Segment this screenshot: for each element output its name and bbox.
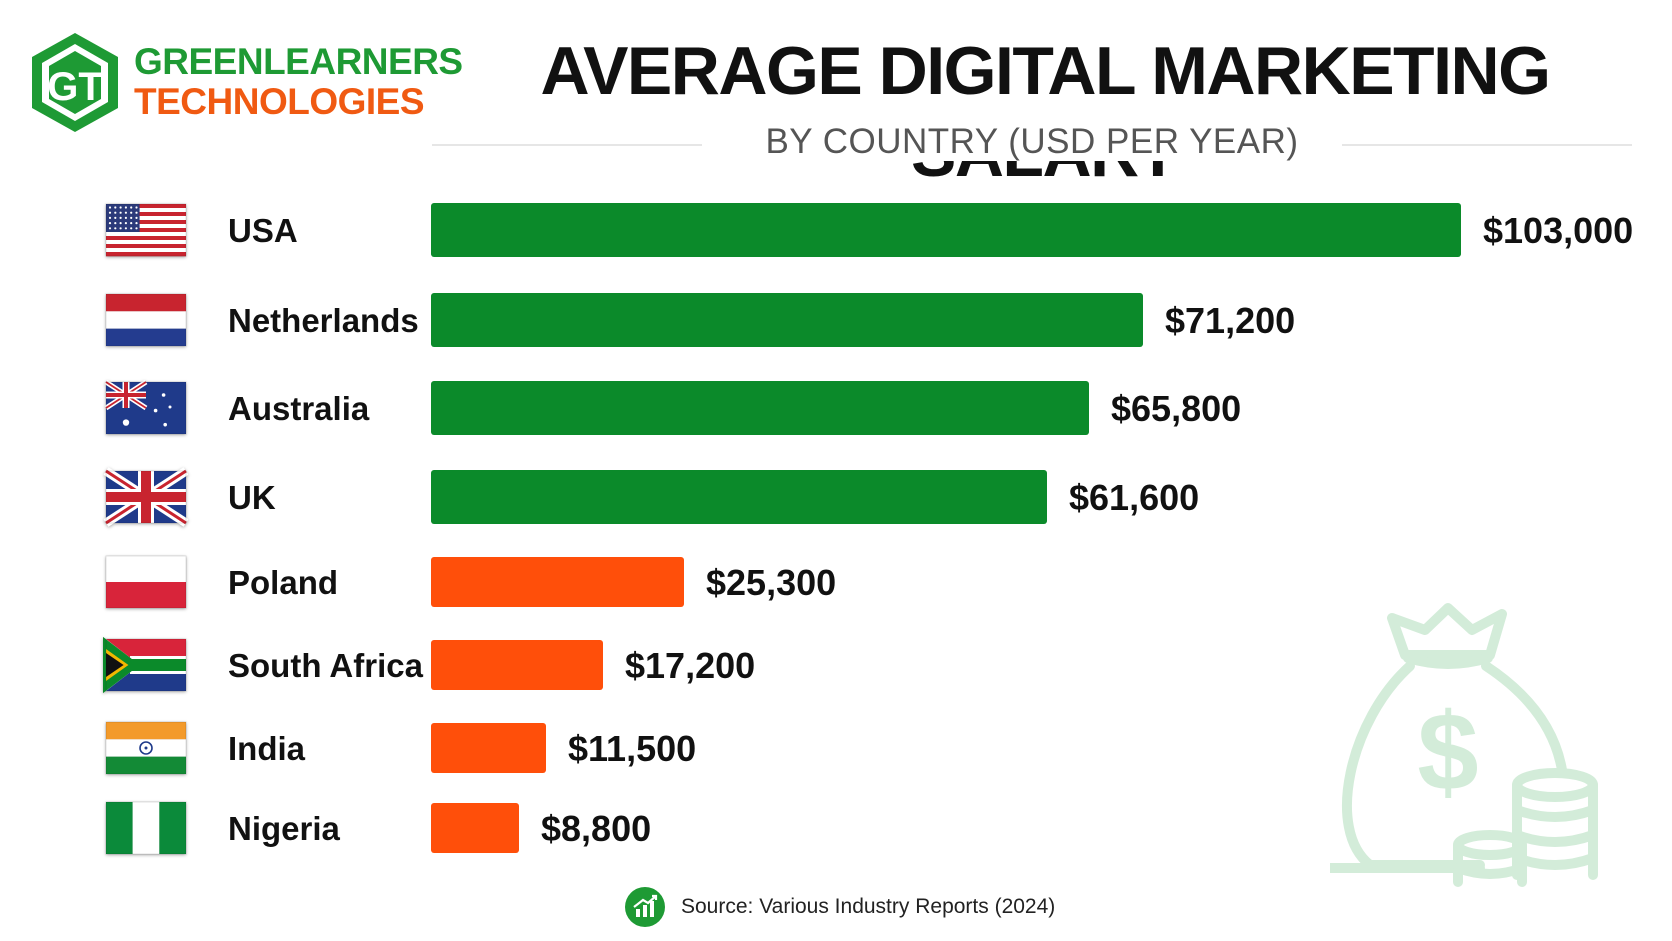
subtitle-row: BY COUNTRY (USD PER YEAR): [432, 118, 1632, 168]
rows-layer: USA $103,000 Netherlands $71,200 Australia $6…: [228, 203, 1633, 853]
logo-mark-text: GT: [47, 65, 103, 109]
logo-line-1: GREENLEARNERS: [134, 41, 463, 82]
category-label: Netherlands: [228, 302, 419, 339]
category-label: USA: [228, 212, 298, 249]
bar: [431, 470, 1047, 524]
value-label: $65,800: [1111, 388, 1241, 429]
flag-netherlands-icon: [105, 293, 187, 347]
value-label: $71,200: [1165, 300, 1295, 341]
flag-india-icon: [105, 721, 187, 775]
flag-poland-icon: [105, 555, 187, 609]
brand-logo: GT GREENLEARNERS TECHNOLOGIES: [28, 30, 463, 135]
bar: [431, 640, 603, 690]
source-text: Source: Various Industry Reports (2024): [681, 895, 1056, 918]
value-label: $25,300: [706, 562, 836, 603]
bar: [431, 293, 1143, 347]
logo-line-2: TECHNOLOGIES: [134, 81, 425, 122]
category-label: India: [228, 730, 306, 767]
value-label: $8,800: [541, 808, 651, 849]
svg-text:$: $: [1417, 691, 1478, 814]
flag-uk-icon: [103, 467, 189, 527]
value-label: $11,500: [568, 728, 696, 769]
bar: [431, 381, 1089, 435]
bar: [431, 723, 546, 773]
value-label: $103,000: [1483, 210, 1633, 251]
subtitle-rule-left: [432, 144, 702, 146]
money-bag-icon: $: [1330, 603, 1598, 887]
bar: [431, 803, 519, 853]
subtitle-rule-right: [1342, 144, 1632, 146]
flags-layer: [103, 203, 189, 855]
flag-usa-icon: [105, 203, 187, 257]
flag-south-africa-icon: [103, 636, 187, 694]
category-label: Australia: [228, 390, 370, 427]
chart-subtitle: BY COUNTRY (USD PER YEAR): [432, 122, 1632, 162]
growth-chart-icon: [625, 887, 665, 927]
category-label: Poland: [228, 564, 338, 601]
flag-nigeria-icon: [105, 801, 187, 855]
category-label: South Africa: [228, 647, 424, 684]
bar: [431, 203, 1461, 257]
value-label: $17,200: [625, 645, 755, 686]
salary-bar-chart: USA $103,000 Netherlands $71,200 Australia $6…: [103, 203, 1633, 855]
category-label: UK: [228, 479, 276, 516]
category-label: Nigeria: [228, 810, 341, 847]
flag-australia-icon: [104, 379, 187, 435]
bar: [431, 557, 684, 607]
logo-wordmark: GREENLEARNERS TECHNOLOGIES: [134, 42, 463, 122]
logo-hexagon-icon: GT: [32, 33, 118, 132]
value-label: $61,600: [1069, 477, 1199, 518]
